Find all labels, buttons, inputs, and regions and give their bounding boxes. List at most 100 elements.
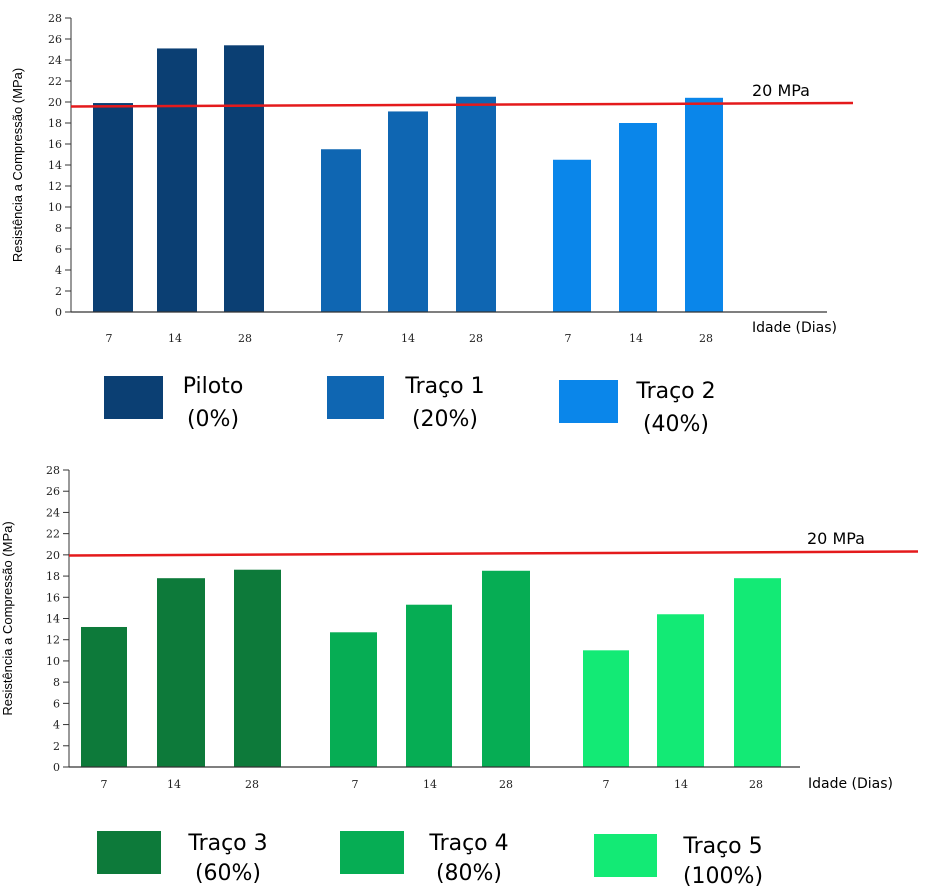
- x-tick-label: 14: [401, 332, 415, 345]
- bar: [234, 569, 281, 767]
- x-tick-label: 7: [603, 778, 610, 791]
- legend-label: Traço 3: [187, 831, 267, 856]
- y-tick-label: 4: [55, 264, 62, 277]
- legend-swatch: [97, 831, 161, 874]
- bar: [330, 632, 377, 767]
- reference-line: [70, 101, 854, 108]
- bar: [583, 650, 629, 767]
- y-tick-label: 24: [46, 506, 60, 519]
- legend-item: Traço 1 (20%): [327, 374, 485, 432]
- x-tick-label: 7: [565, 332, 572, 345]
- x-tick-label: 28: [469, 332, 483, 345]
- legend-item: Piloto (0%): [104, 374, 243, 432]
- bar: [619, 123, 657, 312]
- bar: [81, 626, 127, 767]
- y-tick-label: 22: [46, 528, 60, 541]
- bar: [406, 604, 452, 767]
- legend-sublabel: (40%): [643, 412, 709, 437]
- legend-label: Traço 2: [635, 379, 715, 404]
- x-tick-label: 28: [499, 778, 513, 791]
- legend-label: Piloto: [183, 374, 244, 399]
- y-axis-title: Resistência a Compressão (MPa): [10, 68, 25, 262]
- legend-sublabel: (0%): [187, 407, 239, 432]
- y-tick-label: 8: [55, 222, 62, 235]
- y-tick-label: 14: [48, 159, 62, 172]
- bar: [685, 97, 723, 312]
- y-axis-title: Resistência a Compressão (MPa): [0, 521, 15, 715]
- legend-sublabel: (100%): [683, 864, 763, 886]
- y-tick-label: 26: [46, 485, 60, 498]
- legend-label: Traço 1: [404, 374, 484, 399]
- y-tick-label: 12: [46, 634, 60, 647]
- bar: [93, 103, 133, 312]
- x-axis-title: Idade (Dias): [752, 320, 837, 336]
- x-tick-label: 7: [101, 778, 108, 791]
- bar: [157, 578, 205, 767]
- y-tick-label: 26: [48, 33, 62, 46]
- reference-line-label: 20 MPa: [807, 529, 865, 548]
- x-tick-label: 14: [629, 332, 643, 345]
- y-tick-label: 22: [48, 75, 62, 88]
- y-tick-label: 0: [55, 306, 62, 319]
- y-tick-label: 8: [53, 676, 60, 689]
- x-tick-label: 14: [167, 778, 181, 791]
- y-tick-label: 14: [46, 613, 60, 626]
- y-tick-label: 10: [46, 655, 60, 668]
- x-tick-label: 28: [749, 778, 763, 791]
- reference-line: [68, 550, 919, 557]
- bar: [157, 48, 197, 312]
- x-tick-label: 14: [423, 778, 437, 791]
- y-tick-label: 16: [46, 591, 60, 604]
- legend-swatch: [559, 380, 618, 423]
- x-tick-label: 28: [245, 778, 259, 791]
- x-tick-label: 14: [674, 778, 688, 791]
- y-tick-label: 20: [46, 549, 60, 562]
- bar: [553, 159, 591, 312]
- legend-item: Traço 5 (100%): [594, 834, 763, 886]
- y-tick-label: 24: [48, 54, 62, 67]
- x-tick-label: 7: [352, 778, 359, 791]
- y-tick-label: 18: [46, 570, 60, 583]
- reference-line-label: 20 MPa: [752, 81, 810, 100]
- legend-swatch: [594, 834, 657, 877]
- legend-swatch: [327, 376, 384, 419]
- bar: [456, 96, 496, 312]
- bar: [388, 111, 428, 312]
- legend-sublabel: (20%): [412, 407, 478, 432]
- y-tick-label: 6: [55, 243, 62, 256]
- x-tick-label: 14: [168, 332, 182, 345]
- x-tick-label: 7: [106, 332, 113, 345]
- x-axis-title: Idade (Dias): [808, 776, 893, 792]
- y-tick-label: 2: [53, 740, 60, 753]
- legend-item: Traço 2 (40%): [559, 379, 716, 437]
- y-tick-label: 2: [55, 285, 62, 298]
- bar: [482, 570, 530, 767]
- y-tick-label: 28: [46, 464, 60, 477]
- x-tick-label: 28: [699, 332, 713, 345]
- y-tick-label: 6: [53, 697, 60, 710]
- legend-item: Traço 4 (80%): [340, 831, 509, 886]
- x-tick-label: 28: [238, 332, 252, 345]
- y-tick-label: 28: [48, 12, 62, 25]
- y-tick-label: 20: [48, 96, 62, 109]
- y-tick-label: 16: [48, 138, 62, 151]
- legend-sublabel: (60%): [195, 861, 261, 886]
- bar: [224, 45, 264, 313]
- y-tick-label: 4: [53, 719, 60, 732]
- y-tick-label: 12: [48, 180, 62, 193]
- y-tick-label: 18: [48, 117, 62, 130]
- bar: [321, 149, 361, 312]
- legend-sublabel: (80%): [436, 861, 502, 886]
- legend-swatch: [340, 831, 404, 874]
- legend-item: Traço 3 (60%): [97, 831, 268, 886]
- legend-label: Traço 5: [682, 834, 762, 859]
- legend-label: Traço 4: [428, 831, 508, 856]
- y-tick-label: 0: [53, 761, 60, 774]
- bar: [734, 578, 781, 767]
- x-tick-label: 7: [337, 332, 344, 345]
- legend-swatch: [104, 376, 163, 419]
- bar: [657, 614, 704, 767]
